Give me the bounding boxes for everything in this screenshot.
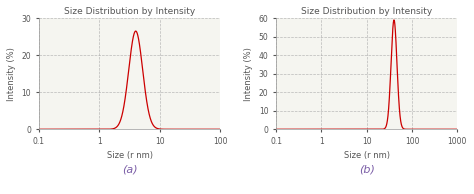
Title: Size Distribution by Intensity: Size Distribution by Intensity [64, 7, 195, 16]
X-axis label: Size (r nm): Size (r nm) [344, 152, 390, 160]
Text: (a): (a) [122, 165, 137, 175]
Y-axis label: Intensity (%): Intensity (%) [244, 47, 253, 101]
Text: (b): (b) [359, 165, 374, 175]
Title: Size Distribution by Intensity: Size Distribution by Intensity [301, 7, 432, 16]
X-axis label: Size (r nm): Size (r nm) [107, 152, 153, 160]
Y-axis label: Intensity (%): Intensity (%) [7, 47, 16, 101]
